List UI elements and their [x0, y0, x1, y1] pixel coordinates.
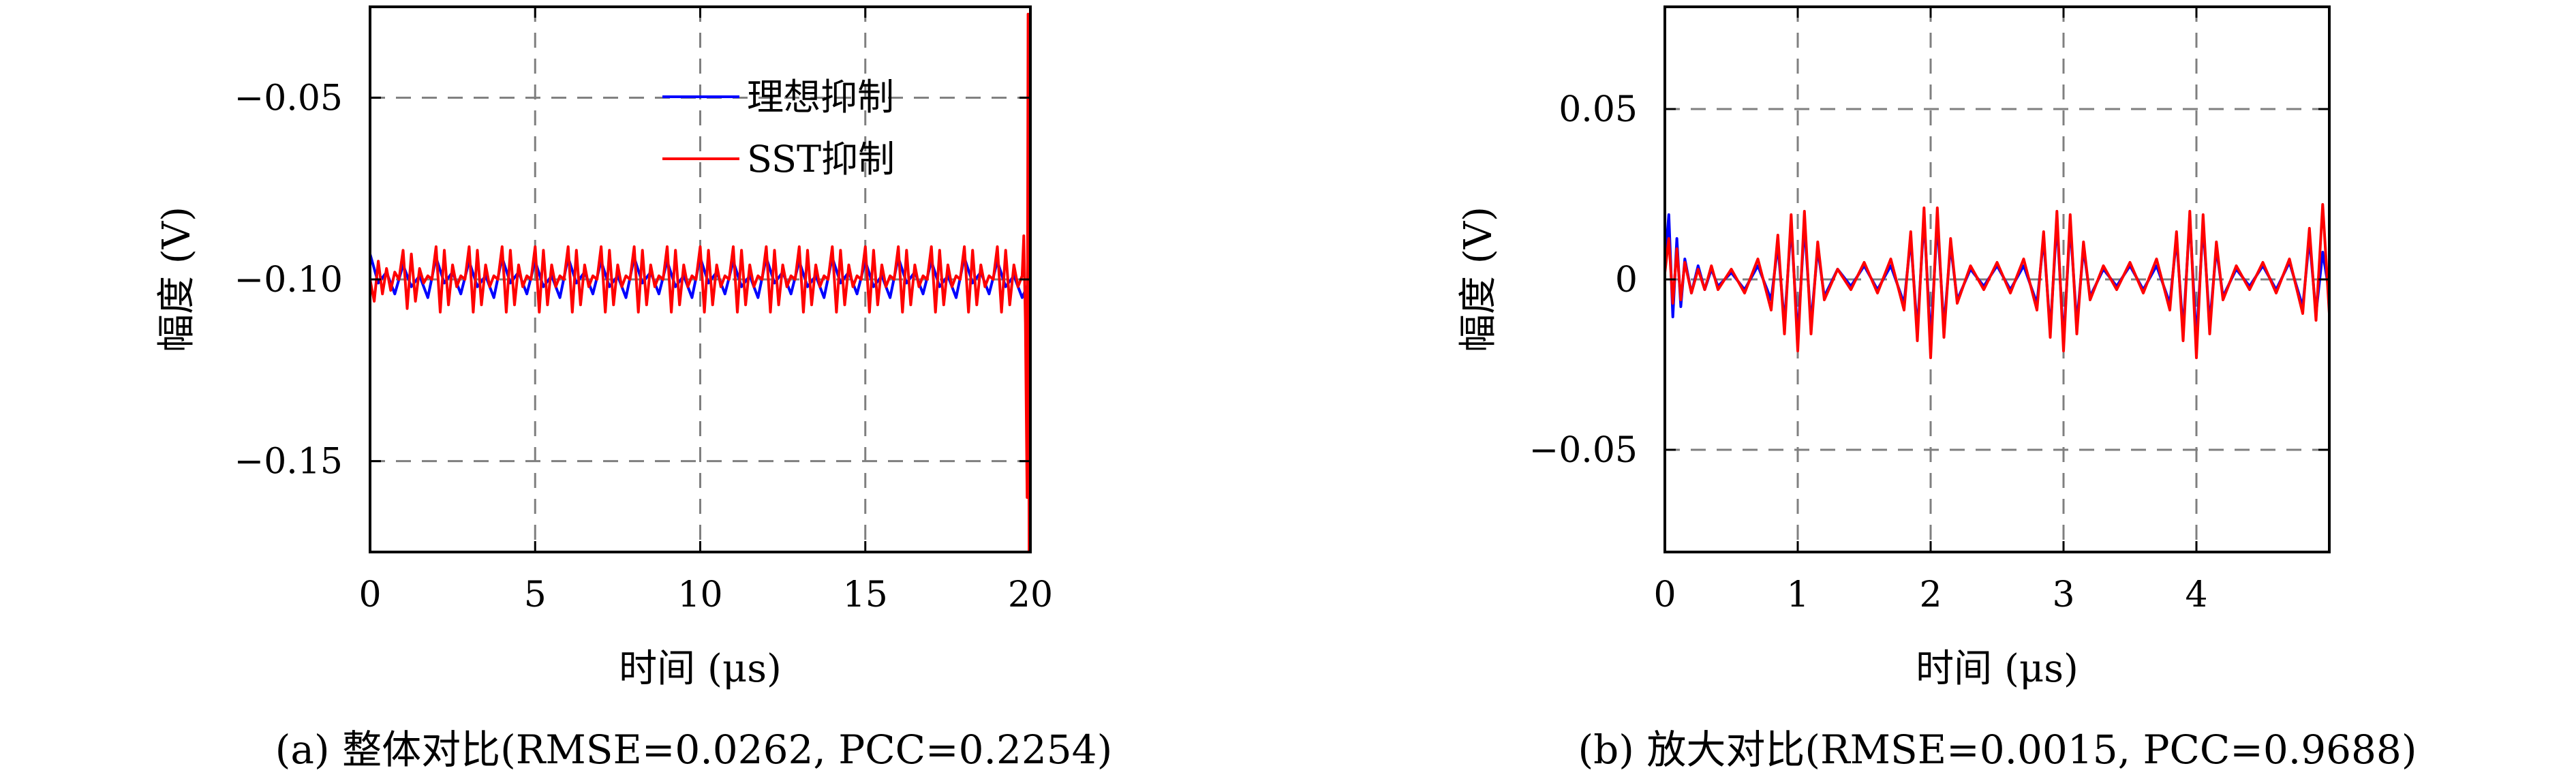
y-tick-label: −0.15 — [234, 442, 343, 483]
y-tick-label: −0.05 — [234, 78, 343, 119]
y-tick-label: 0 — [1615, 260, 1638, 301]
panel-caption: (b) 放大对比(RMSE=0.0015, PCC=0.9688) — [1578, 726, 2417, 773]
y-tick-label: −0.05 — [1529, 430, 1638, 471]
y-axis-label: 幅度 (V) — [1456, 206, 1501, 352]
x-axis-label: 时间 (μs) — [1916, 647, 2079, 691]
x-tick-label: 10 — [677, 575, 722, 615]
series-line-sst — [370, 12, 1030, 552]
panel-caption: (a) 整体对比(RMSE=0.0262, PCC=0.2254) — [275, 726, 1112, 773]
x-tick-label: 0 — [358, 575, 381, 615]
y-tick-label: 0.05 — [1559, 89, 1638, 130]
x-tick-label: 15 — [843, 575, 888, 615]
legend-label: SST抑制 — [747, 138, 895, 181]
x-tick-label: 5 — [524, 575, 547, 615]
panel-a: 0 5 10 15 20 −0.05 −0.10 −0.15 时间 (μs) 幅度 (V) (a) … — [155, 5, 1112, 773]
x-tick-label: 0 — [1653, 575, 1676, 615]
series-line-ideal — [1665, 213, 2329, 342]
x-tick-label: 2 — [1919, 575, 1942, 615]
x-tick-label: 4 — [2185, 575, 2207, 615]
legend-label: 理想抑制 — [747, 76, 894, 119]
panel-b: 0 1 2 3 4 0.05 0 −0.05 时间 (μs) 幅度 (V) (b) 放大对比(RMS… — [1456, 5, 2417, 773]
series-line-sst — [1665, 203, 2329, 359]
x-tick-label: 3 — [2052, 575, 2074, 615]
x-tick-label: 1 — [1786, 575, 1809, 615]
legend: 理想抑制 SST抑制 — [662, 76, 895, 181]
x-axis-label: 时间 (μs) — [619, 647, 782, 691]
y-tick-label: −0.10 — [234, 260, 343, 301]
x-tick-label: 20 — [1008, 575, 1053, 615]
y-axis-label: 幅度 (V) — [155, 206, 199, 352]
